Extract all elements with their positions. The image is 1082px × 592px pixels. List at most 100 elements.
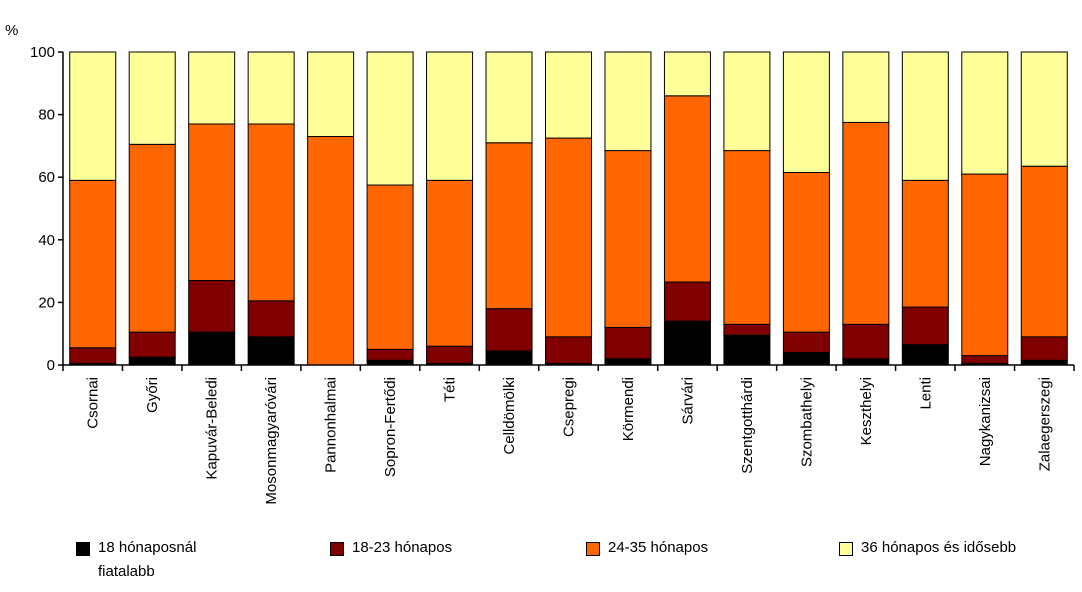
legend-swatch-24-35 <box>586 542 600 556</box>
x-category-label: Szombathelyi <box>798 377 815 467</box>
bar-segment <box>723 334 771 366</box>
bar-segment <box>604 326 652 360</box>
x-axis: Csornai Győri Kapuvár-Beledi Mosonmagyaróvá… <box>62 364 1075 505</box>
bar-segment <box>128 51 176 145</box>
bar-segment <box>247 336 295 366</box>
y-tick-label: 60 <box>38 169 55 186</box>
x-category-label: Lenti <box>917 377 934 410</box>
legend-item-24-35: 24-35 hónapos <box>586 538 708 560</box>
x-category-label: Celldömölki <box>501 377 518 455</box>
bar-segment <box>485 51 533 144</box>
bar-segment <box>69 179 117 349</box>
x-category-label: Mosonmagyaróvári <box>263 377 280 505</box>
bar-segment <box>1020 165 1068 338</box>
bar-segment <box>961 51 1009 175</box>
legend-label-under-18: 18 hónaposnál <box>98 539 197 556</box>
bar-segment <box>485 308 533 352</box>
bar-segment <box>723 51 771 152</box>
x-category-label: Zalaegerszegi <box>1036 377 1053 471</box>
bar-segment <box>782 172 830 333</box>
bar-segment <box>842 51 890 123</box>
bar-segment <box>723 323 771 336</box>
bar-segment <box>842 323 890 360</box>
bar-segment <box>426 345 474 364</box>
bar-segment <box>188 123 236 281</box>
legend-label-under-18-line2: fiatalabb <box>98 563 155 580</box>
bar-segment <box>426 51 474 181</box>
x-category-label: Kapuvár-Beledi <box>204 377 221 480</box>
bar-segment <box>663 51 711 97</box>
y-tick-label: 40 <box>38 232 55 249</box>
bar-segment <box>128 356 176 366</box>
bar-segment <box>366 51 414 186</box>
bar-segment <box>545 137 592 338</box>
bar-segment <box>901 179 949 308</box>
bar-segment <box>545 51 592 139</box>
y-tick-label: 20 <box>38 294 55 311</box>
bar-segment <box>485 350 533 366</box>
stacked-bar-chart: % 0 20 40 60 80 100 Csornai Győri Kapuvár-Beled… <box>5 22 1075 505</box>
y-tick-label: 0 <box>47 357 55 374</box>
bar-segment <box>901 344 949 366</box>
bar-segment <box>188 331 236 366</box>
bar-segment <box>961 355 1009 364</box>
y-tick-label: 80 <box>38 107 55 124</box>
legend-label-36-plus: 36 hónapos és idősebb <box>861 539 1017 556</box>
legend-item-18-23: 18-23 hónapos <box>330 538 452 560</box>
y-tick-label: 100 <box>30 44 55 61</box>
x-category-label: Pannonhalmai <box>323 377 340 473</box>
x-category-label: Sopron-Fertődi <box>382 377 399 477</box>
bar-segment <box>128 143 176 333</box>
y-axis-unit-label: % <box>5 22 18 39</box>
bar-segment <box>69 51 117 181</box>
x-category-label: Körmendi <box>620 377 637 441</box>
bar-segment <box>545 336 592 364</box>
legend-item-36-plus: 36 hónapos és idősebb <box>839 538 1016 560</box>
bar-segment <box>188 51 236 125</box>
bar-segment <box>485 142 533 310</box>
bar-segment <box>723 150 771 325</box>
bar-segment <box>426 179 474 347</box>
bar-segment <box>663 320 711 366</box>
legend-label-18-23: 18-23 hónapos <box>352 539 453 556</box>
x-category-label: Téti <box>442 377 459 402</box>
legend-swatch-under-18 <box>76 542 90 556</box>
legend-swatch-36-plus <box>839 542 853 556</box>
x-category-label: Nagykanizsai <box>977 377 994 466</box>
x-category-label: Sárvári <box>679 377 696 425</box>
bar-segment <box>307 136 355 366</box>
bar-segment <box>901 51 949 181</box>
bar-segment <box>128 331 176 358</box>
bar-segment <box>604 51 652 152</box>
bar-segment <box>1020 336 1068 361</box>
x-category-label: Keszthelyi <box>858 377 875 445</box>
bar-segment <box>188 279 236 333</box>
bar-segment <box>663 95 711 283</box>
bar-segment <box>247 123 295 302</box>
y-axis: 0 20 40 60 80 100 <box>30 44 64 374</box>
legend-label-24-35: 24-35 hónapos <box>608 539 709 556</box>
x-category-label: Szentgotthárdi <box>739 377 756 474</box>
bar-segment <box>782 51 830 174</box>
bar-segment <box>782 351 830 366</box>
bar-segment <box>961 173 1009 357</box>
bars-group <box>69 51 1068 366</box>
x-category-label: Csepregi <box>561 377 578 437</box>
legend-item-under-18: 18 hónaposnál fiatalabb <box>76 538 196 584</box>
bar-segment <box>69 347 117 364</box>
legend: 18 hónaposnál fiatalabb 18-23 hónapos 24… <box>0 538 1082 592</box>
bar-segment <box>247 300 295 338</box>
bar-segment <box>842 121 890 325</box>
bar-segment <box>663 281 711 322</box>
bar-segment <box>247 51 295 125</box>
legend-swatch-18-23 <box>330 542 344 556</box>
bar-segment <box>366 184 414 350</box>
bar-segment <box>604 358 652 366</box>
bar-segment <box>366 348 414 361</box>
bar-segment <box>842 358 890 366</box>
bar-segment <box>901 306 949 346</box>
bar-segment <box>604 150 652 328</box>
bar-segment <box>1020 51 1068 167</box>
x-category-label: Csornai <box>85 377 102 429</box>
bar-segment <box>307 51 355 138</box>
